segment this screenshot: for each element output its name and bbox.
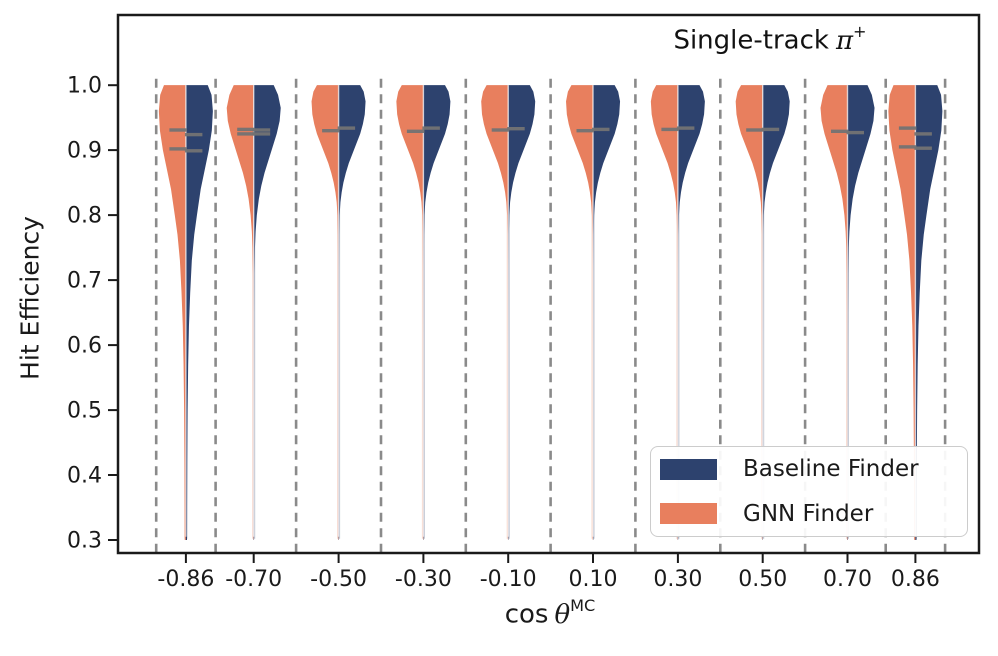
x-tick-label: 0.50 <box>738 567 787 592</box>
violin-gnn-half <box>888 85 916 541</box>
y-tick-label: 0.9 <box>67 139 102 164</box>
gnn-median-mark <box>898 145 917 149</box>
baseline-median-mark <box>914 146 932 150</box>
baseline-median-mark <box>184 149 203 153</box>
baseline-median-mark <box>914 132 932 136</box>
violin-baseline-half <box>423 85 451 541</box>
baseline-median-mark <box>337 126 356 130</box>
axes-border <box>116 13 981 555</box>
gnn-median-mark <box>237 127 255 132</box>
gnn-median-mark <box>237 132 255 136</box>
violin-baseline-half <box>915 85 943 541</box>
x-tick-label: -0.70 <box>225 567 282 592</box>
gnn-median-mark <box>898 126 917 130</box>
pi-symbol: π <box>835 25 854 56</box>
violin-gnn-half <box>481 85 509 541</box>
violin-baseline-half <box>185 85 213 541</box>
y-axis-label: Hit Efficiency <box>15 216 45 380</box>
x-tick-label: -0.86 <box>157 567 214 592</box>
baseline-median-mark <box>507 127 525 131</box>
y-tick-label: 0.4 <box>67 464 102 489</box>
violin-gnn-half <box>311 85 339 541</box>
x-tick-label: 0.10 <box>569 567 618 592</box>
y-tick-label: 0.7 <box>67 269 102 294</box>
y-tick-label: 0.5 <box>67 399 102 424</box>
baseline-median-mark <box>252 128 271 132</box>
y-tick-label: 1.0 <box>67 74 102 99</box>
baseline-median-mark <box>761 127 780 132</box>
gnn-median-mark <box>169 128 187 132</box>
gnn-median-mark <box>576 129 594 133</box>
mc-superscript: MC <box>570 596 596 615</box>
gnn-median-mark <box>746 128 764 132</box>
gnn-median-mark <box>406 129 425 133</box>
violin-baseline-half <box>847 85 875 541</box>
violin-baseline-half <box>508 85 536 541</box>
baseline-median-mark <box>592 127 610 132</box>
violin-gnn-half <box>566 85 594 541</box>
gnn-median-mark <box>831 129 849 133</box>
baseline-median-mark <box>676 126 695 130</box>
plot-title-text: Single-track <box>673 25 829 56</box>
x-axis-label: cos θMC <box>430 596 670 630</box>
violin-gnn-half <box>396 85 424 541</box>
x-tick-label: -0.10 <box>480 567 537 592</box>
violin-gnn-half <box>226 85 254 541</box>
x-tick-label: 0.70 <box>823 567 872 592</box>
legend-item-baseline: Baseline Finder <box>651 447 967 492</box>
y-tick-label: 0.6 <box>67 334 102 359</box>
baseline-color-swatch <box>660 458 717 480</box>
baseline-median-mark <box>252 132 271 136</box>
violin-gnn-half <box>158 85 186 541</box>
baseline-median-mark <box>422 126 440 130</box>
violin-baseline-half <box>677 85 705 541</box>
y-tick-label: 0.3 <box>67 529 102 554</box>
gnn-median-mark <box>169 147 187 151</box>
plot-title: Single-track π+ <box>630 22 910 56</box>
violin-baseline-half <box>593 85 621 541</box>
legend-item-gnn: GNN Finder <box>651 492 967 537</box>
theta-symbol: θ <box>554 599 571 630</box>
x-tick-label: 0.86 <box>891 567 940 592</box>
pi-charge-superscript: + <box>853 22 867 41</box>
gnn-color-swatch <box>660 503 717 525</box>
gnn-median-mark <box>322 129 340 133</box>
legend-label-baseline: Baseline Finder <box>743 456 919 483</box>
baseline-median-mark <box>184 132 203 137</box>
gnn-median-mark <box>661 127 679 132</box>
x-tick-label: -0.50 <box>310 567 367 592</box>
violin-baseline-half <box>338 85 366 541</box>
y-tick-label: 0.8 <box>67 204 102 229</box>
baseline-median-mark <box>846 130 864 135</box>
gnn-median-mark <box>491 128 510 132</box>
violin-baseline-half <box>253 85 281 541</box>
legend-box: Baseline Finder GNN Finder <box>650 446 968 537</box>
x-axis-label-text: cos <box>504 599 549 630</box>
x-tick-label: -0.30 <box>395 567 452 592</box>
legend-label-gnn: GNN Finder <box>743 500 874 527</box>
x-tick-label: 0.30 <box>653 567 702 592</box>
